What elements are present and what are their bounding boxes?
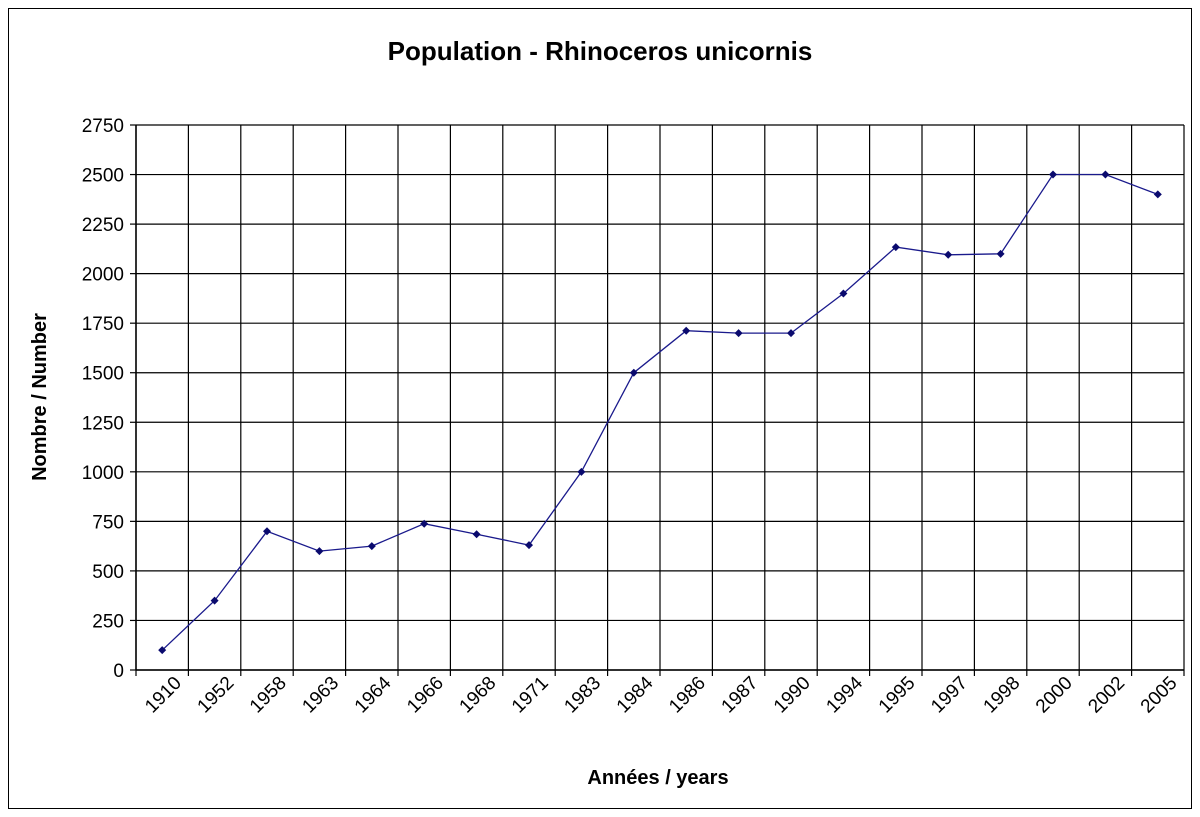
data-series (158, 170, 1162, 655)
x-tick-label: 1997 (927, 673, 972, 718)
y-tick-label: 2250 (82, 215, 124, 236)
x-tick-label: 1963 (298, 673, 343, 718)
x-tick-label: 1964 (351, 672, 396, 717)
data-point (420, 519, 429, 528)
x-tick-label: 1998 (980, 673, 1025, 718)
data-point (629, 368, 638, 377)
grid (135, 124, 1185, 671)
data-point (158, 646, 167, 655)
x-tick-label: 1968 (456, 673, 501, 718)
x-tick-label: 1952 (194, 673, 239, 718)
data-point (263, 527, 271, 536)
data-point (682, 326, 691, 335)
x-tick-label: 1971 (508, 673, 553, 718)
y-tick-label: 1750 (82, 314, 124, 335)
data-point (1101, 170, 1110, 179)
x-tick-label: 1983 (560, 673, 605, 718)
y-tick-label: 250 (92, 611, 124, 632)
x-tick-label: 1984 (613, 672, 658, 717)
x-tick-label: 1910 (141, 673, 186, 718)
data-point (839, 289, 848, 298)
data-point (210, 596, 219, 605)
data-point (525, 541, 533, 550)
data-point (577, 467, 586, 476)
x-tick-label: 1994 (822, 672, 867, 717)
data-point (891, 243, 900, 252)
data-point (315, 547, 324, 556)
data-point (367, 542, 376, 551)
x-tick-label: 1990 (770, 673, 815, 718)
x-tick-label: 1958 (246, 673, 291, 718)
chart-title: Population - Rhinoceros unicornis (388, 36, 813, 66)
y-tick-label: 0 (113, 661, 124, 682)
data-point (1153, 190, 1162, 199)
y-tick-label: 750 (92, 512, 124, 533)
data-point (787, 329, 795, 338)
data-point (734, 329, 743, 338)
chart-frame (8, 8, 1192, 809)
x-tick-label: 2000 (1032, 673, 1077, 718)
x-tick-label: 1987 (718, 673, 763, 718)
x-tick-label: 1966 (403, 673, 448, 718)
data-point (996, 249, 1005, 258)
y-axis-title: Nombre / Number (29, 313, 51, 481)
x-tick-label: 2005 (1137, 673, 1182, 718)
y-tick-label: 2750 (82, 116, 124, 137)
data-point (472, 530, 481, 539)
x-axis-title: Années / years (587, 767, 728, 789)
x-axis: 1910 1952 1958 1963 1964 1966 1968 1971 1983 1984… (135, 670, 1185, 718)
x-tick-label: 1995 (875, 673, 920, 718)
y-tick-label: 1000 (82, 463, 124, 484)
y-tick-label: 2000 (82, 265, 124, 286)
y-axis: 0 250 500 750 1000 1250 1500 1750 2000 2250 2500 27… (82, 116, 136, 682)
y-tick-label: 1500 (82, 364, 124, 385)
x-tick-label: 2002 (1084, 673, 1129, 718)
data-point (944, 250, 953, 259)
y-tick-label: 2500 (82, 166, 124, 187)
x-tick-label: 1986 (665, 673, 710, 718)
series-line (161, 173, 1159, 651)
data-point (1049, 170, 1057, 179)
y-tick-label: 1250 (82, 413, 124, 434)
y-tick-label: 500 (92, 562, 124, 583)
